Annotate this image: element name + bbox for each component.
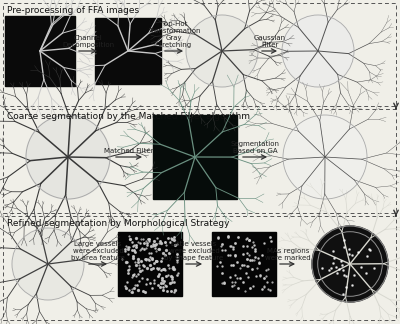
Circle shape — [186, 15, 258, 87]
Text: Refined segmentation by Morphological Strategy: Refined segmentation by Morphological St… — [7, 219, 230, 228]
Circle shape — [312, 226, 388, 302]
Text: Top-Hot
Transformation
Gray
Stretching: Top-Hot Transformation Gray Stretching — [148, 21, 200, 48]
Text: Little vessels
were excluded
by shape feature: Little vessels were excluded by shape fe… — [164, 241, 224, 261]
Circle shape — [26, 115, 110, 199]
Text: Segmentation
Based on GA: Segmentation Based on GA — [230, 141, 280, 154]
Bar — [153, 115, 237, 199]
Text: Gaussian
Filter: Gaussian Filter — [254, 35, 286, 48]
Bar — [3, 3, 396, 106]
Bar — [3, 216, 396, 320]
Text: Large vessels
were excluded
by area feature: Large vessels were excluded by area feat… — [71, 241, 125, 261]
Bar — [5, 16, 75, 86]
Circle shape — [283, 115, 367, 199]
Bar — [3, 109, 396, 213]
Text: Channel
Decomposition: Channel Decomposition — [62, 35, 114, 48]
Circle shape — [12, 228, 84, 300]
Bar — [95, 18, 161, 84]
Text: Pre-processing of FFA images: Pre-processing of FFA images — [7, 6, 139, 15]
Bar — [118, 232, 182, 296]
Text: Coarse segmentation by the Matched Filter algorithm: Coarse segmentation by the Matched Filte… — [7, 112, 250, 121]
Bar — [212, 232, 276, 296]
Text: Matched Filter: Matched Filter — [104, 148, 154, 154]
Circle shape — [282, 15, 354, 87]
Text: MAs regions
were marked: MAs regions were marked — [265, 248, 311, 261]
